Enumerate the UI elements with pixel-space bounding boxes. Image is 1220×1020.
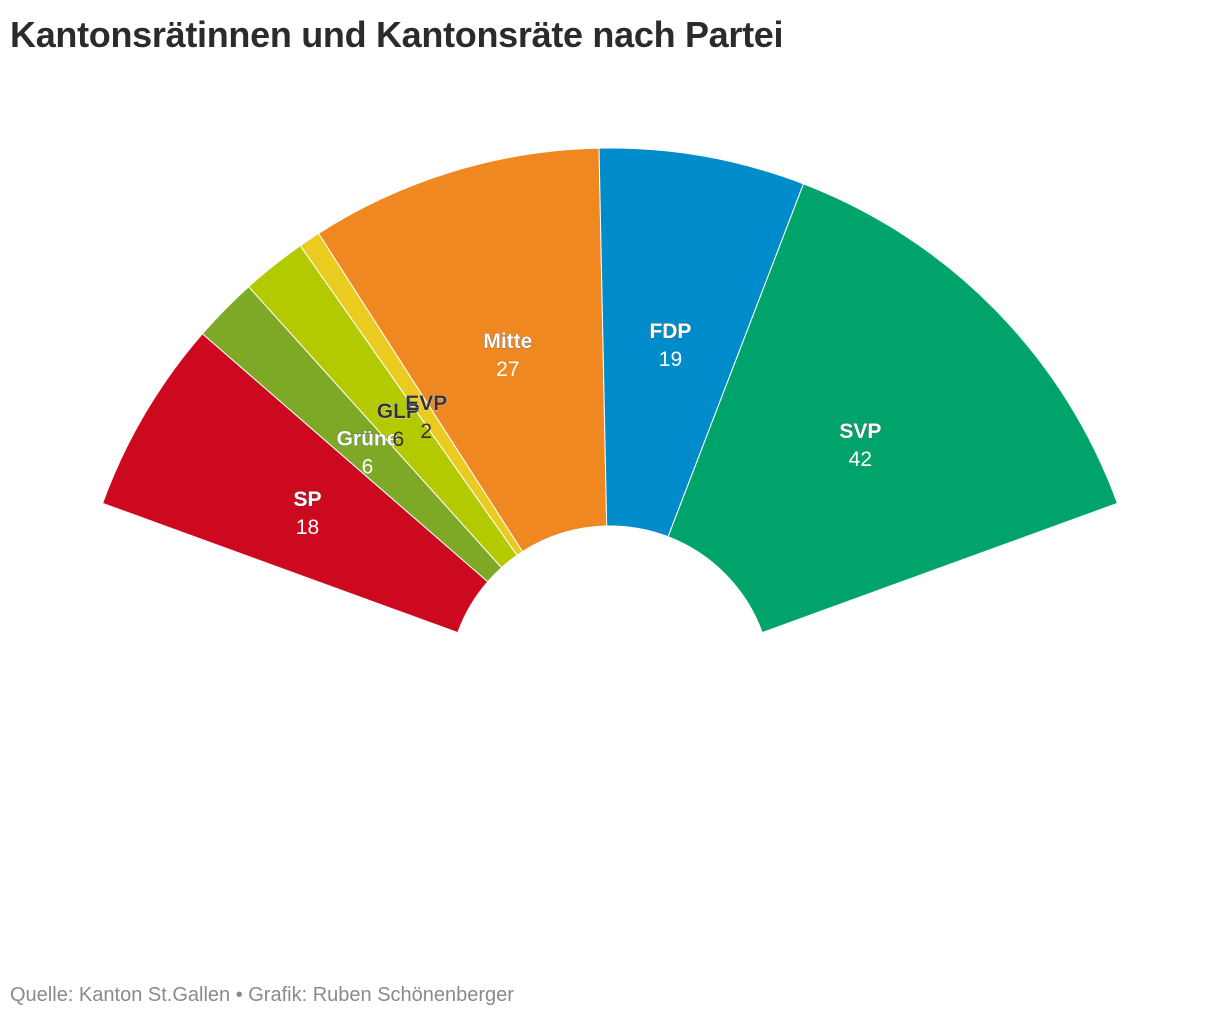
- source-note: Quelle: Kanton St.Gallen • Grafik: Ruben…: [10, 984, 514, 1006]
- label-name-evp: EVP: [405, 392, 447, 415]
- slice-svp: [667, 183, 1119, 634]
- slice-fdp: [598, 147, 805, 538]
- slice-sp: [101, 333, 489, 634]
- chart-slices: [101, 147, 1119, 634]
- slice-mitte: [317, 147, 608, 553]
- label-value-glp: 6: [393, 428, 405, 451]
- label-name-glp: GLP: [377, 400, 420, 423]
- label-name-sp: SP: [294, 488, 322, 511]
- label-value-mitte: 27: [496, 358, 519, 381]
- label-name-fdp: FDP: [649, 320, 691, 343]
- label-value-svp: 42: [849, 448, 872, 471]
- label-value-gruene: 6: [362, 456, 374, 479]
- label-name-mitte: Mitte: [483, 330, 532, 353]
- label-name-svp: SVP: [839, 420, 881, 443]
- label-value-sp: 18: [296, 516, 319, 539]
- chart-title: Kantonsrätinnen und Kantonsräte nach Par…: [10, 14, 784, 55]
- label-value-fdp: 19: [659, 348, 682, 371]
- label-value-evp: 2: [420, 420, 432, 443]
- label-name-gruene: Grüne: [337, 428, 399, 451]
